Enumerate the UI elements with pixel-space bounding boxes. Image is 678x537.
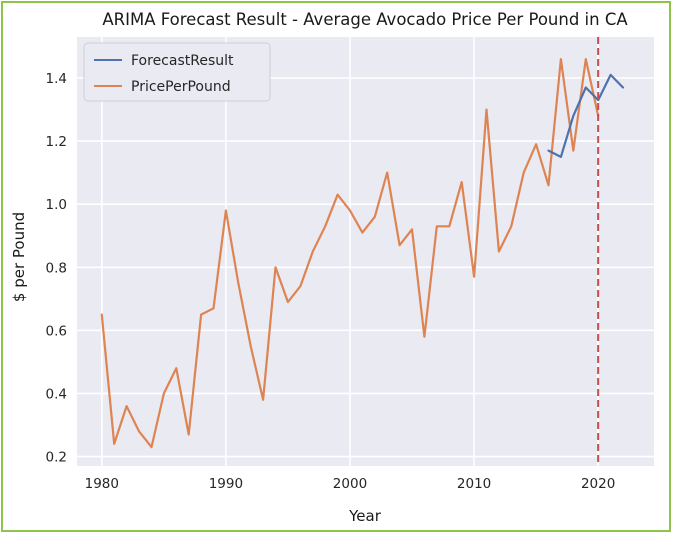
plot-area bbox=[77, 37, 654, 466]
y-axis-ticks: 0.2 0.4 0.6 0.8 1.0 1.2 1.4 bbox=[46, 71, 67, 466]
y-tick-label: 0.8 bbox=[46, 260, 67, 276]
x-tick-label: 2010 bbox=[457, 476, 491, 492]
x-axis-ticks: 1980 1990 2000 2010 2020 bbox=[85, 476, 616, 492]
y-tick-label: 1.4 bbox=[46, 71, 67, 87]
grid bbox=[77, 37, 654, 466]
x-tick-label: 2000 bbox=[333, 476, 367, 492]
y-tick-label: 1.0 bbox=[46, 197, 67, 213]
legend-label-price: PricePerPound bbox=[131, 79, 231, 95]
series-layer bbox=[100, 57, 625, 449]
legend-box bbox=[83, 42, 271, 102]
x-tick-label: 1990 bbox=[209, 476, 243, 492]
y-tick-label: 0.4 bbox=[46, 386, 67, 402]
x-tick-label: 2020 bbox=[581, 476, 615, 492]
y-axis-label: $ per Pound bbox=[10, 212, 28, 302]
x-tick-label: 1980 bbox=[85, 476, 119, 492]
x-axis-label: Year bbox=[348, 507, 382, 525]
y-tick-label: 0.2 bbox=[46, 450, 67, 466]
legend-label-forecast: ForecastResult bbox=[131, 53, 234, 69]
legend: ForecastResult PricePerPound bbox=[83, 42, 271, 102]
y-tick-label: 1.2 bbox=[46, 134, 67, 150]
series-line-forecastresult bbox=[547, 73, 625, 158]
chart-title: ARIMA Forecast Result - Average Avocado … bbox=[102, 10, 628, 29]
series-line-priceperpound bbox=[100, 57, 600, 449]
y-tick-label: 0.6 bbox=[46, 323, 67, 339]
